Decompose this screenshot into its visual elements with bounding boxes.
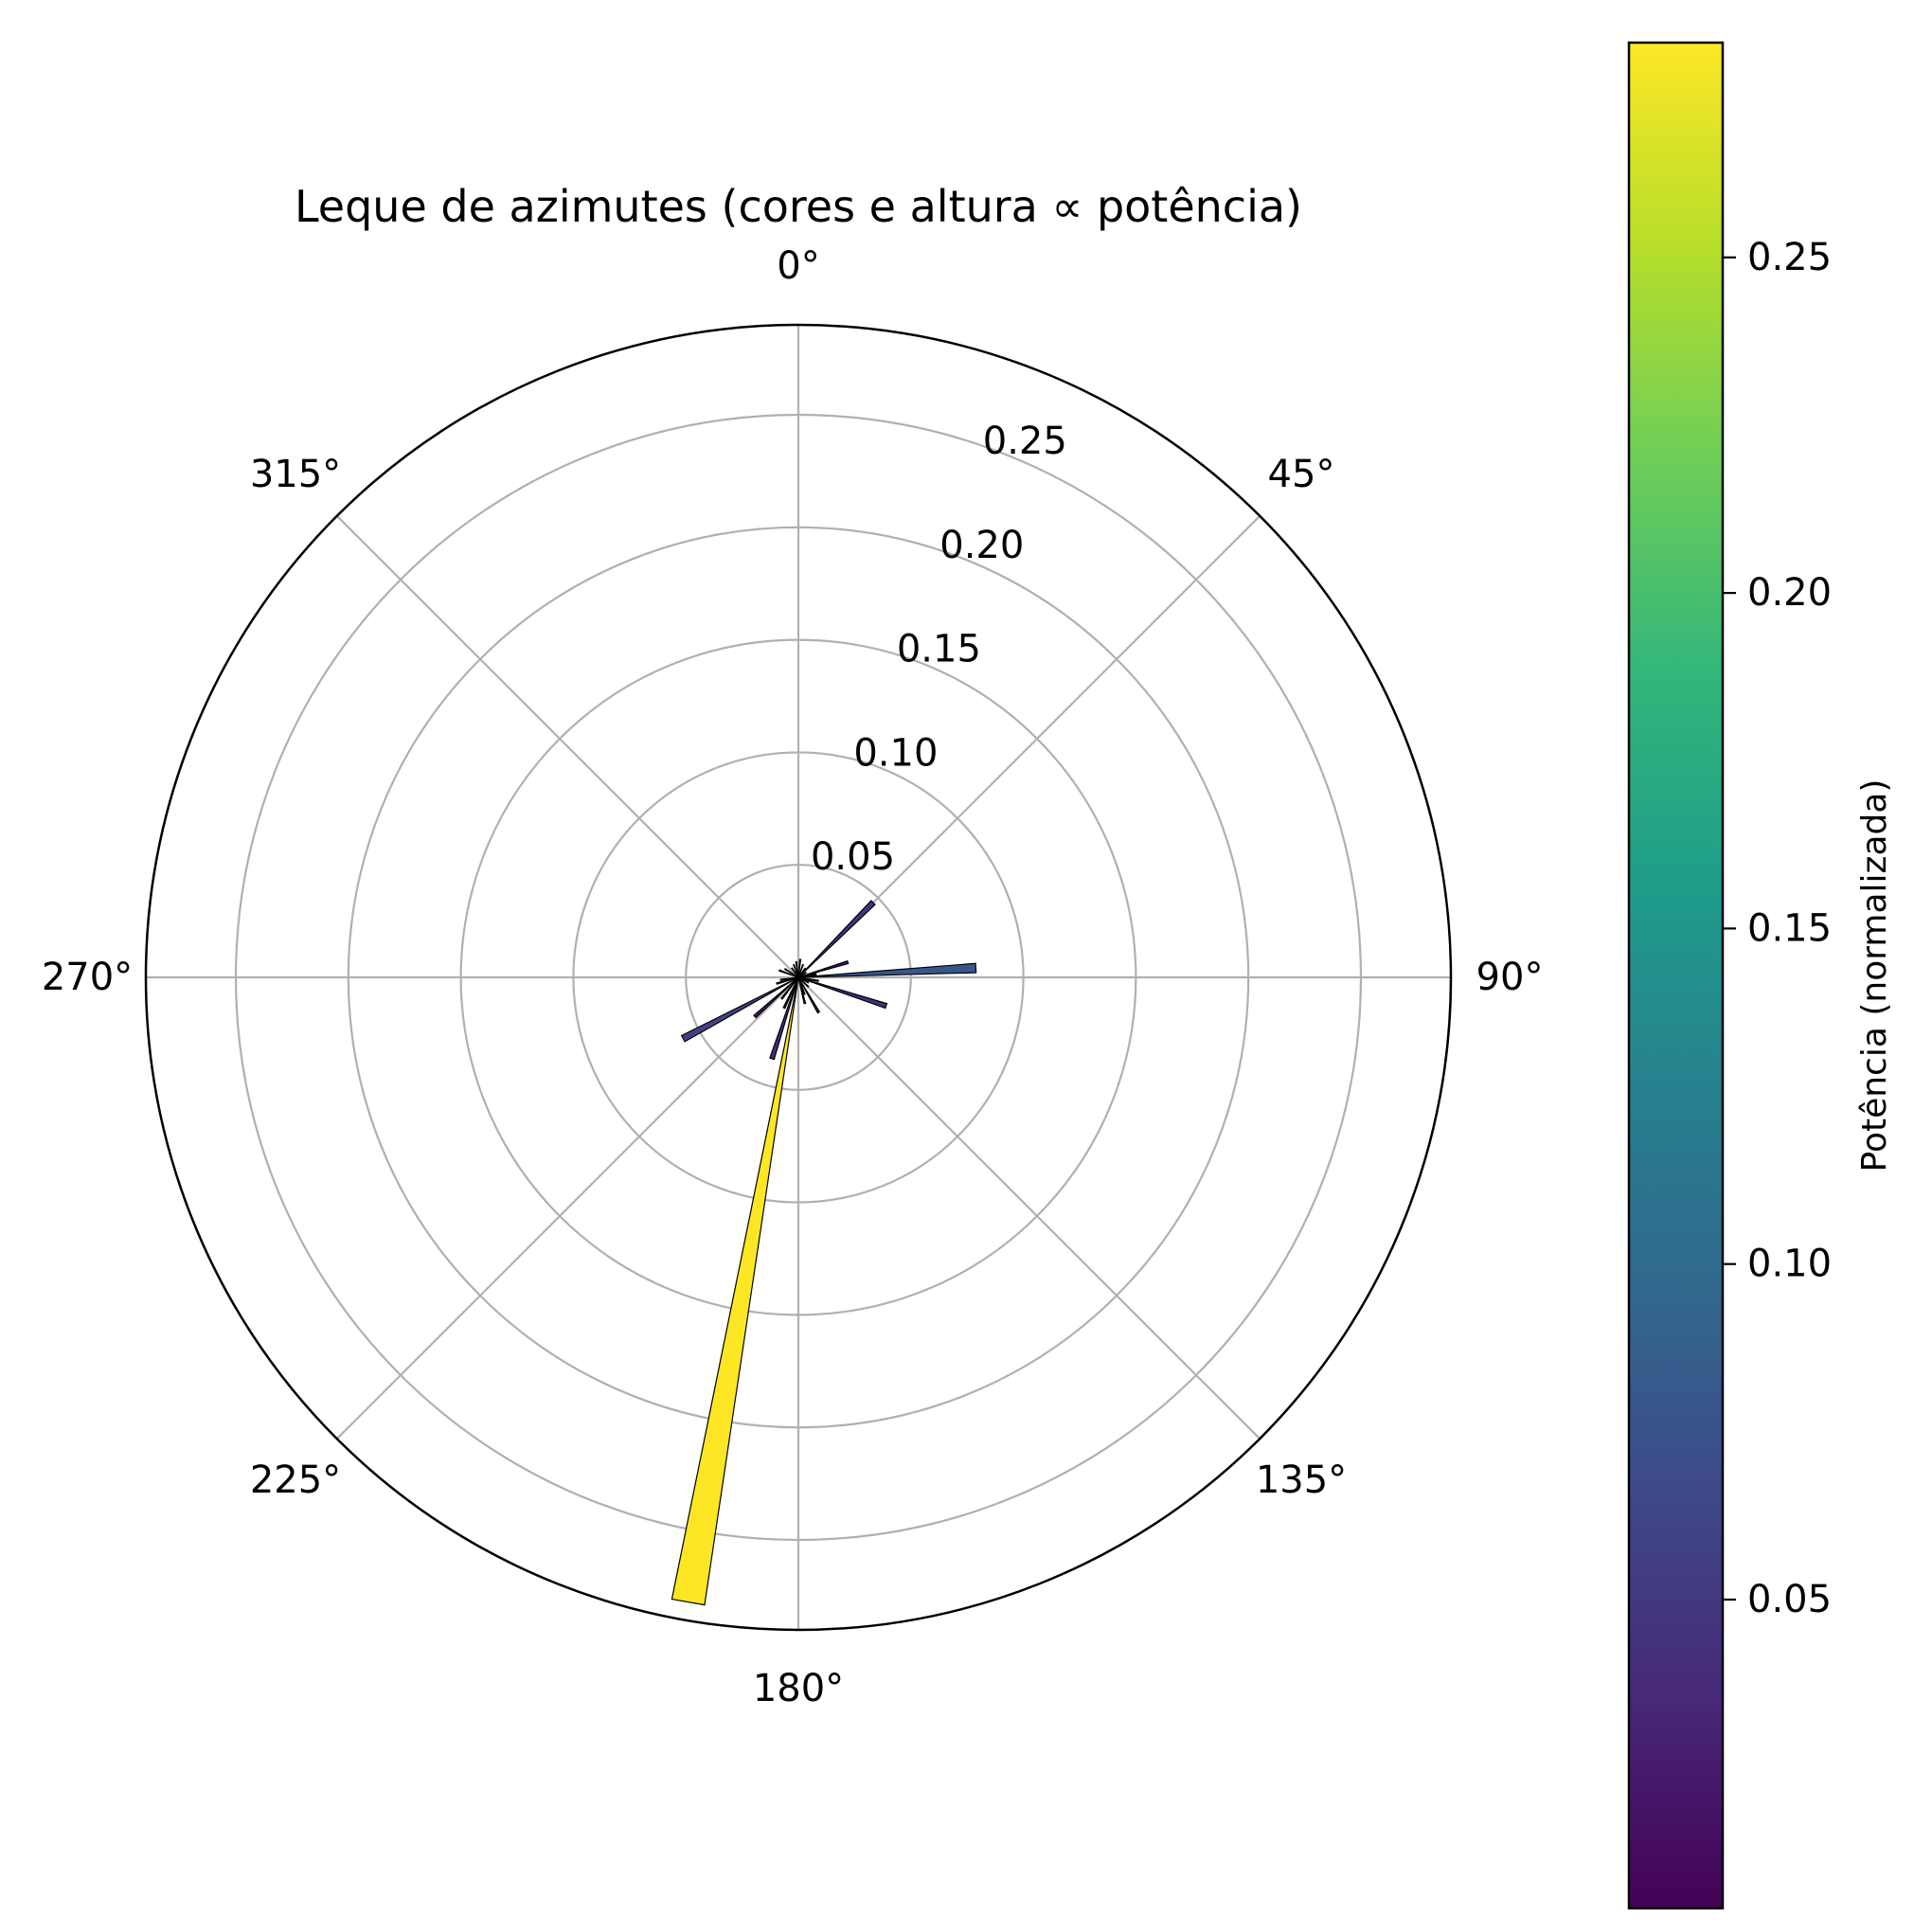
bar-azimuth-20 <box>797 963 805 978</box>
bar-azimuth-118 <box>797 976 810 984</box>
colorbar-fill <box>1629 43 1723 1908</box>
bar-azimuth-87 <box>797 962 977 978</box>
radial-tick-label: 0.05 <box>811 835 895 879</box>
bar-azimuth-150 <box>797 976 821 1014</box>
angle-gridline-5 <box>336 976 799 1440</box>
bar-series <box>671 900 977 1606</box>
bar-azimuth-254 <box>776 976 799 985</box>
colorbar: 0.05 0.10 0.15 0.20 0.25 Potência (normaliza… <box>1627 41 1894 1910</box>
angle-tick-label: 315° <box>250 453 341 496</box>
bar-azimuth-302 <box>783 967 799 978</box>
angle-gridline-3 <box>797 976 1261 1440</box>
colorbar-tick-label: 0.20 <box>1747 571 1832 615</box>
bar-azimuth-218 <box>780 976 799 1000</box>
radial-tick-labels: 0.05 0.10 0.15 0.20 0.25 <box>811 420 1067 879</box>
angle-tick-label: 225° <box>250 1458 341 1502</box>
colorbar-tick-label: 0.10 <box>1747 1243 1832 1286</box>
colorbar-tick-label: 0.15 <box>1747 906 1832 950</box>
colorbar-label: Potência (normalizada) <box>1855 779 1894 1172</box>
bar-azimuth-228 <box>753 976 799 1019</box>
angle-tick-label: 180° <box>753 1667 844 1710</box>
bar-azimuth-73 <box>797 959 850 978</box>
bar-azimuth-166 <box>797 976 807 1005</box>
polar-frame <box>144 323 1453 1632</box>
radial-tick-label: 0.15 <box>897 628 981 671</box>
bar-azimuth-45 <box>797 900 876 978</box>
bar-azimuth-325 <box>791 967 799 978</box>
bar-azimuth-290 <box>778 969 799 978</box>
angle-tick-label: 45° <box>1268 453 1335 496</box>
angle-gridline-7 <box>336 515 799 978</box>
angle-tick-label: 270° <box>42 956 133 999</box>
polar-axes: 0° 45° 90° 135° 180° 225° 270° 315° 0.05 0.10 0.1… <box>42 244 1544 1710</box>
bar-azimuth-108 <box>797 976 888 1010</box>
bar-azimuth-190 <box>671 976 799 1606</box>
angle-tick-labels: 0° 45° 90° 135° 180° 225° 270° 315° <box>42 244 1544 1710</box>
colorbar-tick-label: 0.25 <box>1747 236 1832 279</box>
chart-title: Leque de azimutes (cores e altura ∝ potê… <box>295 181 1302 232</box>
radial-tick-label: 0.20 <box>939 524 1024 567</box>
bar-azimuth-242 <box>680 976 799 1043</box>
angle-gridline-1 <box>797 515 1261 978</box>
polar-grid <box>146 325 1451 1630</box>
colorbar-frame <box>1627 41 1725 1910</box>
colorbar-ticks: 0.05 0.10 0.15 0.20 0.25 <box>1723 236 1832 1621</box>
angle-tick-label: 90° <box>1476 956 1544 999</box>
bar-azimuth-262 <box>779 976 799 981</box>
bar-azimuth-340 <box>792 963 799 978</box>
angle-tick-label: 135° <box>1256 1458 1347 1502</box>
bar-azimuth-205 <box>782 976 799 1010</box>
angle-tick-label: 0° <box>777 244 819 288</box>
colorbar-tick-label: 0.05 <box>1747 1578 1832 1621</box>
bar-azimuth-133 <box>797 976 810 988</box>
bar-azimuth-198 <box>769 976 799 1061</box>
radial-tick-label: 0.10 <box>853 732 938 776</box>
radial-tick-label: 0.25 <box>983 420 1067 463</box>
bar-azimuth-352 <box>795 960 799 978</box>
bar-azimuth-6 <box>797 958 802 978</box>
